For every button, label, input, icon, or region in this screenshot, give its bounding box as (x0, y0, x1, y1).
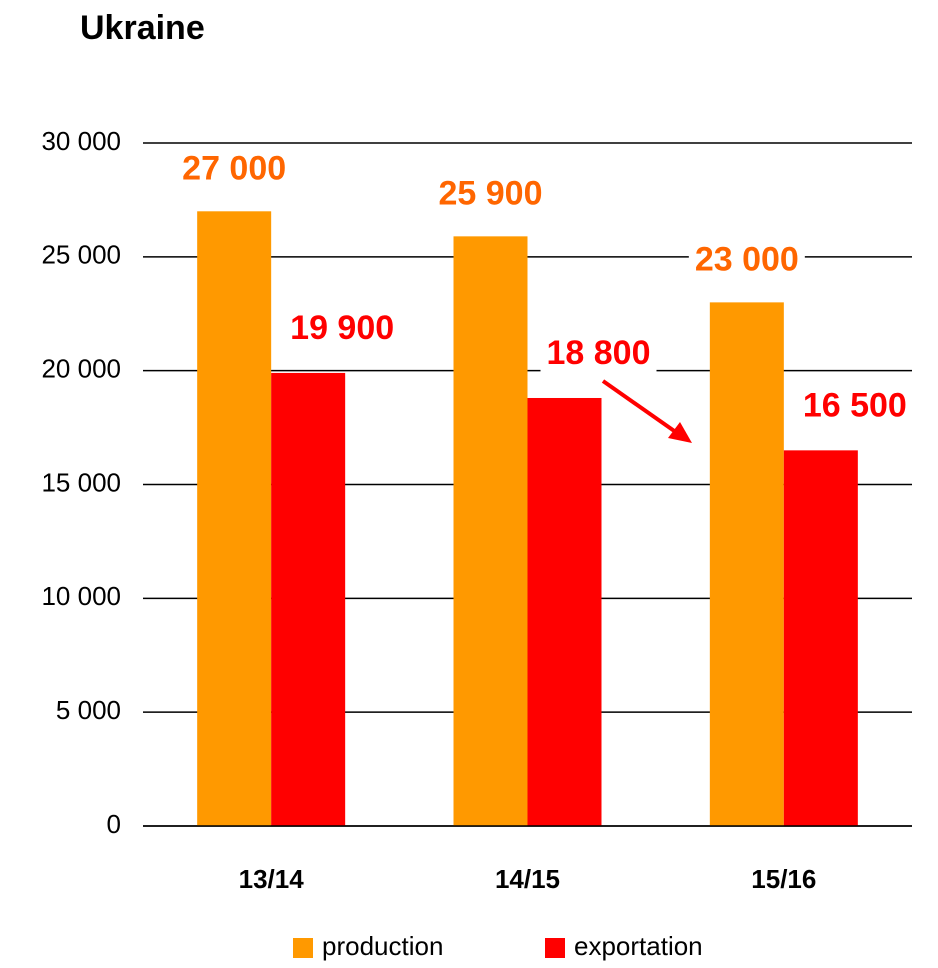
label-background (796, 386, 913, 425)
legend-swatch (293, 938, 313, 958)
bar (783, 450, 858, 826)
data-label: 16 500 (803, 386, 907, 424)
y-tick-label: 10 000 (41, 581, 121, 611)
y-tick-label: 15 000 (41, 467, 121, 497)
label-background (688, 240, 805, 279)
x-tick-label: 15/16 (751, 864, 816, 894)
y-tick-label: 30 000 (41, 126, 121, 156)
bar (527, 397, 602, 826)
x-tick-label: 14/15 (495, 864, 560, 894)
label-background (284, 308, 401, 347)
label-background (176, 149, 293, 188)
y-tick-label: 0 (107, 809, 121, 839)
bar (271, 372, 346, 826)
bar (197, 211, 272, 827)
label-background (540, 333, 657, 372)
annotation-arrow (601, 379, 692, 443)
legend-label: production (322, 931, 443, 961)
data-label: 27 000 (182, 149, 286, 187)
x-tick-label: 13/14 (239, 864, 305, 894)
chart-title: Ukraine (80, 9, 205, 47)
label-background (432, 174, 549, 213)
y-tick-label: 5 000 (56, 695, 121, 725)
legend-label: exportation (574, 931, 703, 961)
y-tick-label: 20 000 (41, 354, 121, 384)
data-label: 25 900 (439, 174, 543, 212)
data-label: 19 900 (290, 309, 394, 347)
bar (709, 302, 784, 826)
legend-swatch (545, 938, 565, 958)
data-label: 18 800 (547, 334, 651, 372)
y-tick-label: 25 000 (41, 240, 121, 270)
bar (453, 236, 528, 827)
data-label: 23 000 (695, 240, 799, 278)
